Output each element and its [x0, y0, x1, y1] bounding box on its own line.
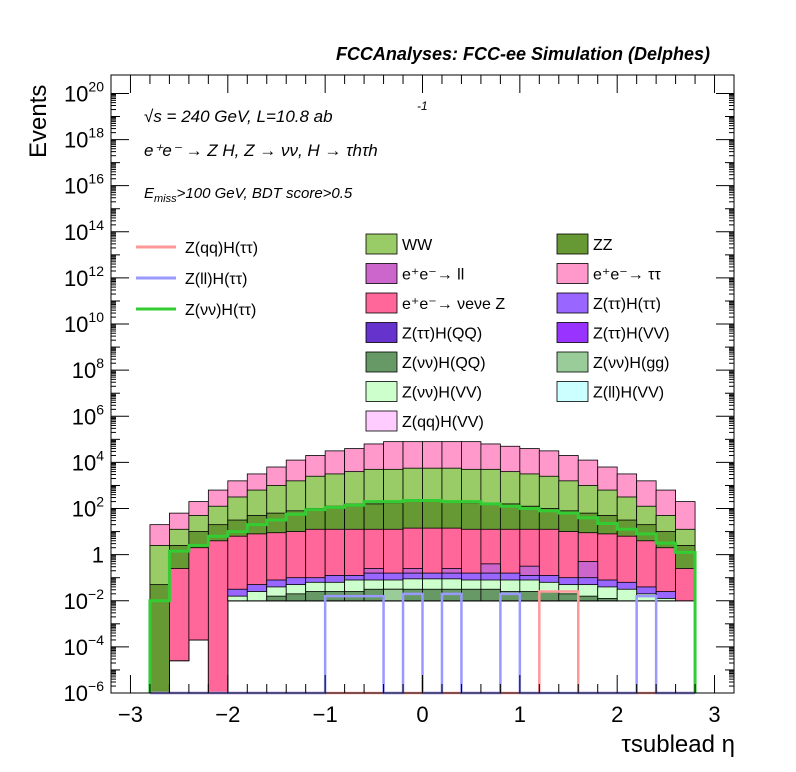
- legend-signals: Z(qq)H(ττ) Z(ll)H(ττ) Z(νν)H(ττ): [136, 240, 258, 319]
- legend-label-e-e: e⁺e⁻→ ττ: [593, 267, 661, 284]
- x-tick-label: 3: [708, 702, 720, 727]
- legend-label-z-h-qq: Z(νν)H(QQ): [402, 355, 486, 372]
- y-tick-label: 1012: [64, 263, 104, 291]
- bar-z-h-vv: [616, 588, 638, 602]
- lumi-exponent: -1: [417, 99, 428, 113]
- legend-label-z-h-gg: Z(νν)H(gg): [593, 355, 669, 372]
- legend-label-z-qq-h: Z(qq)H(ττ): [185, 240, 258, 257]
- legend-backgrounds: WW ZZ e⁺e⁻→ ll e⁺e⁻→ ττ e⁺e⁻→ νeνe Z Z(ττ)H(τ…: [365, 233, 670, 432]
- bar-e-e-e-e-z: [675, 568, 696, 602]
- bar-z-h-qq: [538, 591, 560, 602]
- legend-label-z-qq-h-vv: Z(qq)H(VV): [402, 414, 484, 431]
- y-tick-label: 10−6: [64, 678, 105, 706]
- legend-label-z-h: Z(νν)H(ττ): [185, 302, 256, 319]
- legend-label-z-ll-h: Z(ll)H(ττ): [185, 271, 247, 288]
- bar-z-h-qq: [519, 591, 540, 602]
- x-tick-labels: −3 −2 −1 0 1 2 3: [118, 702, 721, 727]
- legend-label-e-e-e-e-z: e⁺e⁻→ νeνe Z: [402, 296, 505, 313]
- bar-z-h-qq: [480, 588, 501, 602]
- bar-z-h-qq: [577, 595, 599, 602]
- legend-swatch-z-h-qq: [365, 322, 398, 343]
- y-tick-label: 1016: [64, 171, 104, 199]
- cut-annotation: Emiss>100 GeV, BDT score>0.5: [144, 185, 353, 205]
- y-tick-label: 1018: [64, 125, 104, 153]
- legend-swatch-zz: [556, 233, 589, 255]
- sqrt-s-label: √s = 240 GeV, L=10.8 ab: [144, 107, 333, 126]
- y-tick-label: 104: [72, 447, 104, 475]
- bar-z-h-vv: [655, 598, 676, 602]
- x-tick-label: −3: [118, 702, 143, 727]
- x-tick-label: −2: [215, 702, 240, 727]
- axis-ticks: [110, 75, 735, 694]
- bar-z-h-qq: [597, 598, 618, 602]
- y-tick-label: 10−4: [64, 632, 105, 660]
- legend-swatch-z-h-qq: [365, 351, 398, 373]
- legend-label-z-h-qq: Z(ττ)H(QQ): [402, 326, 482, 343]
- x-tick-label: 1: [514, 702, 526, 727]
- y-tick-label: 1020: [64, 78, 104, 106]
- page-title: FCCAnalyses: FCC-ee Simulation (Delphes): [336, 44, 710, 64]
- x-tick-label: 2: [611, 702, 623, 727]
- bar-e-e-e-e-z: [207, 540, 229, 694]
- x-tick-label: 0: [416, 702, 428, 727]
- legend-swatch-z-h-gg: [556, 351, 589, 373]
- legend-swatch-e-e: [556, 263, 589, 284]
- bar-z-h-gg: [383, 588, 404, 602]
- legend-label-ww: WW: [402, 237, 433, 254]
- energy-lumi-annotation: √s = 240 GeV, L=10.8 ab -1: [144, 99, 428, 126]
- bar-z-h-qq: [266, 595, 287, 602]
- bar-z-h-qq: [305, 591, 326, 602]
- bar-z-h-qq: [558, 593, 579, 602]
- y-axis-label: Events: [25, 85, 52, 158]
- y-tick-label: 1010: [64, 309, 104, 337]
- y-tick-label: 1: [92, 543, 104, 568]
- legend-swatch-z-ll-h-vv: [556, 381, 589, 402]
- x-tick-label: −1: [313, 702, 338, 727]
- x-axis-label: τsublead η: [621, 731, 735, 758]
- bar-e-e-e-e-z: [169, 568, 190, 662]
- bar-z-h-qq: [285, 593, 307, 602]
- y-tick-labels: 10−6 10−4 10−2 1 102 104 106 108 1010 1012 1014 101…: [64, 78, 105, 706]
- bar-z-h-vv: [246, 591, 268, 602]
- legend-label-z-h-vv: Z(νν)H(VV): [402, 385, 482, 402]
- legend-swatch-e-e-e-e-z: [365, 292, 398, 314]
- y-tick-label: 1014: [64, 217, 104, 245]
- bar-z-h-qq: [422, 588, 443, 602]
- stacked-histogram: [149, 441, 696, 694]
- legend-label-z-ll-h-vv: Z(ll)H(VV): [593, 385, 664, 402]
- y-tick-label: 10−2: [64, 586, 105, 614]
- legend-swatch-e-e-ll: [365, 263, 398, 284]
- y-tick-label: 106: [72, 401, 104, 429]
- legend-label-z-h-vv: Z(ττ)H(VV): [593, 326, 670, 343]
- process-label: e⁺e⁻ → Z H, Z → νν, H → τhτh: [144, 141, 378, 160]
- legend-swatch-z-h-vv: [556, 322, 589, 343]
- bar-z-h-vv: [227, 595, 248, 602]
- y-tick-label: 102: [72, 494, 104, 522]
- legend-label-e-e-ll: e⁺e⁻→ ll: [402, 267, 464, 284]
- y-tick-label: 108: [72, 355, 104, 383]
- bar-z-h-qq: [461, 588, 482, 602]
- bar-e-e-e-e-z: [188, 547, 209, 641]
- legend-label-z-h: Z(ττ)H(ττ): [593, 296, 661, 313]
- legend-swatch-z-h: [556, 292, 589, 314]
- legend-swatch-z-h-vv: [365, 381, 398, 402]
- legend-swatch-ww: [365, 233, 398, 255]
- legend-label-zz: ZZ: [593, 237, 613, 254]
- cut-label: Emiss>100 GeV, BDT score>0.5: [144, 185, 353, 205]
- line-z-h: [148, 498, 697, 693]
- legend-swatch-z-qq-h-vv: [365, 410, 398, 432]
